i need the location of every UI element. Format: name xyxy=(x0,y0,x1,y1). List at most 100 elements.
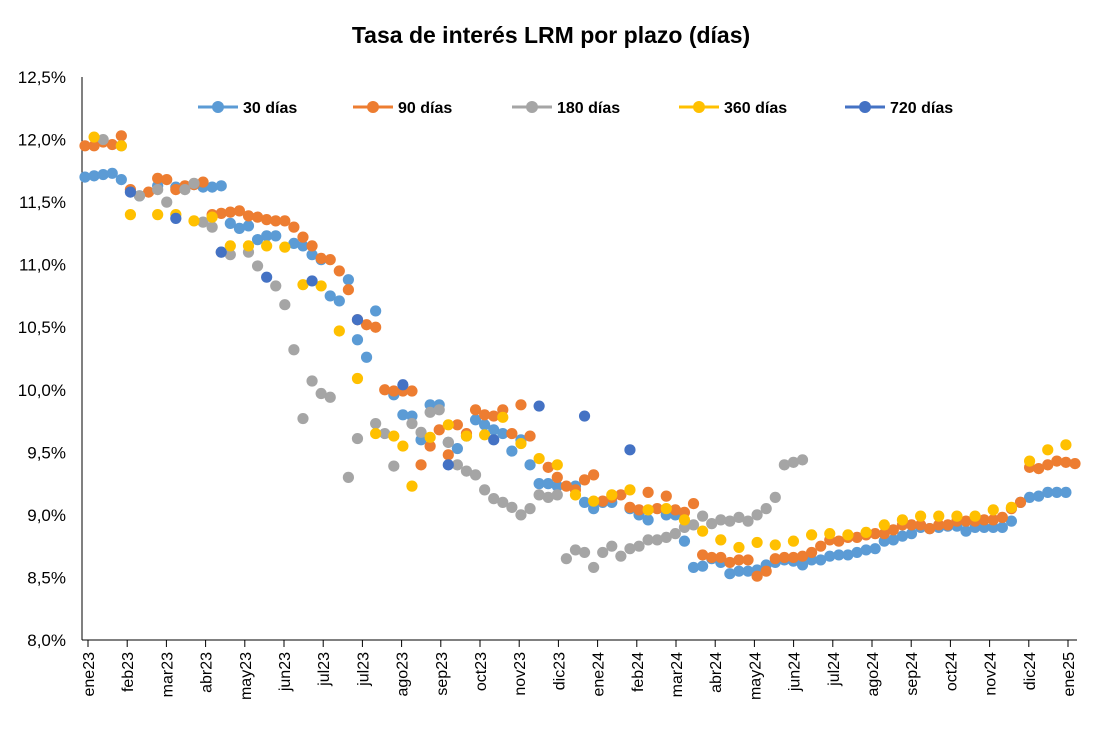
data-point xyxy=(206,211,218,223)
data-point xyxy=(306,249,318,261)
data-point xyxy=(224,206,236,218)
x-tick-label: oct23 xyxy=(473,652,490,691)
data-point xyxy=(388,430,400,442)
data-point xyxy=(778,459,790,471)
data-point xyxy=(297,412,309,425)
data-point xyxy=(333,325,345,337)
data-point xyxy=(324,290,336,302)
data-point xyxy=(506,501,518,513)
data-point xyxy=(215,180,227,192)
data-point xyxy=(569,544,582,556)
data-point xyxy=(215,207,227,219)
data-point xyxy=(479,429,491,441)
data-point xyxy=(1033,490,1045,502)
data-point xyxy=(842,549,854,561)
data-point xyxy=(1069,457,1081,470)
data-point xyxy=(778,551,790,564)
data-point xyxy=(279,241,291,253)
data-point xyxy=(515,437,527,450)
legend-item: 180 días xyxy=(512,100,620,117)
data-point xyxy=(97,168,109,181)
x-tick-label: jul23 xyxy=(355,652,372,687)
data-point xyxy=(751,509,763,521)
data-point xyxy=(306,275,318,287)
data-point xyxy=(796,454,809,466)
data-point xyxy=(914,510,927,522)
data-point xyxy=(442,436,454,448)
y-tick-label: 10,5% xyxy=(18,318,66,337)
x-tick-label: ene24 xyxy=(591,652,608,697)
data-point xyxy=(506,445,518,457)
data-point xyxy=(115,130,127,142)
x-tick-label: sep24 xyxy=(904,652,921,696)
data-point xyxy=(342,274,354,286)
x-tick-label: mar24 xyxy=(669,652,686,697)
data-point xyxy=(324,254,336,266)
data-point xyxy=(297,279,309,291)
data-point xyxy=(288,237,300,249)
data-point xyxy=(578,474,591,486)
data-point xyxy=(651,534,663,546)
data-point xyxy=(724,515,736,527)
x-tick-label: dic23 xyxy=(551,652,568,690)
data-point xyxy=(1060,456,1072,468)
data-point xyxy=(1051,486,1063,498)
data-point xyxy=(351,334,364,346)
data-point xyxy=(306,240,318,252)
data-point xyxy=(996,521,1008,534)
data-point xyxy=(742,515,754,527)
x-tick-label: dic24 xyxy=(1022,652,1039,690)
data-point xyxy=(460,430,473,442)
data-point xyxy=(969,510,981,522)
data-point xyxy=(433,404,445,416)
legend-label: 360 días xyxy=(724,100,787,117)
data-point xyxy=(206,181,218,193)
data-point xyxy=(887,524,899,536)
data-point xyxy=(170,184,182,196)
data-point xyxy=(370,427,382,440)
data-point xyxy=(88,170,100,182)
x-tick-label: mar23 xyxy=(159,652,176,697)
legend-label: 90 días xyxy=(398,100,452,117)
data-point xyxy=(678,535,691,547)
y-tick-label: 11,0% xyxy=(19,256,66,275)
data-point xyxy=(914,519,927,531)
data-point xyxy=(697,549,709,561)
data-point xyxy=(460,465,473,477)
chart-title: Tasa de interés LRM por plazo (días) xyxy=(352,22,750,48)
legend-swatch-marker xyxy=(526,101,538,113)
data-point xyxy=(351,432,364,445)
data-point xyxy=(342,471,354,483)
data-point xyxy=(706,551,718,564)
data-point xyxy=(251,260,264,272)
x-tick-label: feb23 xyxy=(120,652,137,692)
data-point xyxy=(133,190,146,202)
data-point xyxy=(415,459,427,471)
data-point xyxy=(878,519,890,531)
data-point xyxy=(660,490,672,502)
data-point xyxy=(796,550,809,562)
data-point xyxy=(506,427,518,440)
x-tick-label: oct24 xyxy=(943,652,960,691)
data-point xyxy=(342,284,354,296)
data-point xyxy=(397,409,409,421)
data-point xyxy=(406,480,418,492)
data-point xyxy=(860,544,872,556)
data-point xyxy=(597,495,609,507)
data-point xyxy=(660,503,672,515)
data-point xyxy=(333,295,345,307)
data-point xyxy=(142,186,155,198)
legend-label: 180 días xyxy=(557,100,620,117)
data-point xyxy=(860,526,872,539)
data-point xyxy=(687,519,700,531)
data-point xyxy=(887,534,899,546)
data-point xyxy=(588,495,600,507)
data-point xyxy=(878,528,890,540)
data-point xyxy=(424,431,436,443)
data-point xyxy=(315,252,327,265)
data-point xyxy=(488,424,500,436)
data-point xyxy=(615,489,627,501)
x-tick-label: jul24 xyxy=(826,652,843,687)
data-point xyxy=(524,430,536,442)
data-point xyxy=(242,210,255,222)
